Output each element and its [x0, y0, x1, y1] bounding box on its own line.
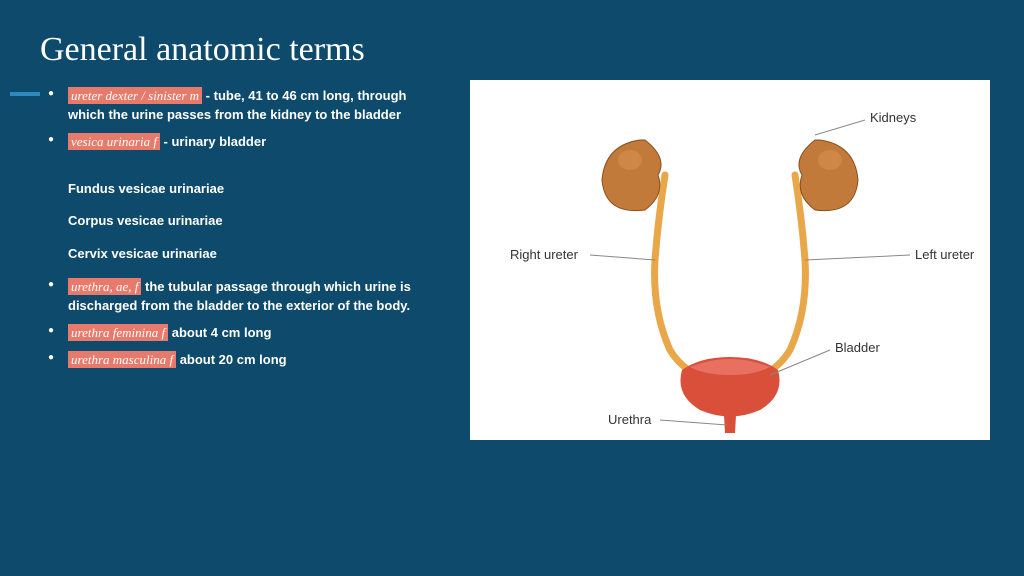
label-left-ureter: Left ureter — [915, 247, 974, 262]
label-urethra: Urethra — [608, 412, 651, 427]
label-bladder: Bladder — [835, 340, 880, 355]
label-kidneys: Kidneys — [870, 110, 916, 125]
bullet-list: ureter dexter / sinister m - tube, 41 to… — [40, 87, 440, 152]
bullet-item-3: urethra, ae, f the tubular passage throu… — [40, 278, 440, 316]
text-column: General anatomic terms ureter dexter / s… — [40, 30, 440, 546]
term-highlight: urethra, ae, f — [68, 278, 141, 295]
sub-term-a: Fundus vesicae urinariae — [68, 180, 440, 199]
term-desc: about 4 cm long — [168, 325, 271, 340]
term-highlight: vesica urinaria f — [68, 133, 160, 150]
bullet-item-2: vesica urinaria f - urinary bladder — [40, 133, 440, 152]
bullet-list-2: urethra, ae, f the tubular passage throu… — [40, 278, 440, 369]
bullet-item-1: ureter dexter / sinister m - tube, 41 to… — [40, 87, 440, 125]
term-highlight: urethra feminina f — [68, 324, 168, 341]
term-desc: - urinary bladder — [160, 134, 266, 149]
accent-bar-icon — [10, 92, 40, 96]
slide-title: General anatomic terms — [40, 30, 440, 69]
urinary-system-diagram: Kidneys Right ureter Left ureter Bladder… — [470, 80, 990, 440]
term-desc: about 20 cm long — [176, 352, 287, 367]
sub-term-c: Cervix vesicae urinariae — [68, 245, 440, 264]
slide: General anatomic terms ureter dexter / s… — [0, 0, 1024, 576]
sub-term-b: Corpus vesicae urinariae — [68, 212, 440, 231]
bullet-item-4: urethra feminina f about 4 cm long — [40, 324, 440, 343]
sub-terms: Fundus vesicae urinariae Corpus vesicae … — [40, 160, 440, 265]
term-highlight: urethra masculina f — [68, 351, 176, 368]
bullet-item-5: urethra masculina f about 20 cm long — [40, 351, 440, 370]
term-highlight: ureter dexter / sinister m — [68, 87, 202, 104]
label-right-ureter: Right ureter — [510, 247, 578, 262]
diagram-column: Kidneys Right ureter Left ureter Bladder… — [440, 30, 990, 546]
